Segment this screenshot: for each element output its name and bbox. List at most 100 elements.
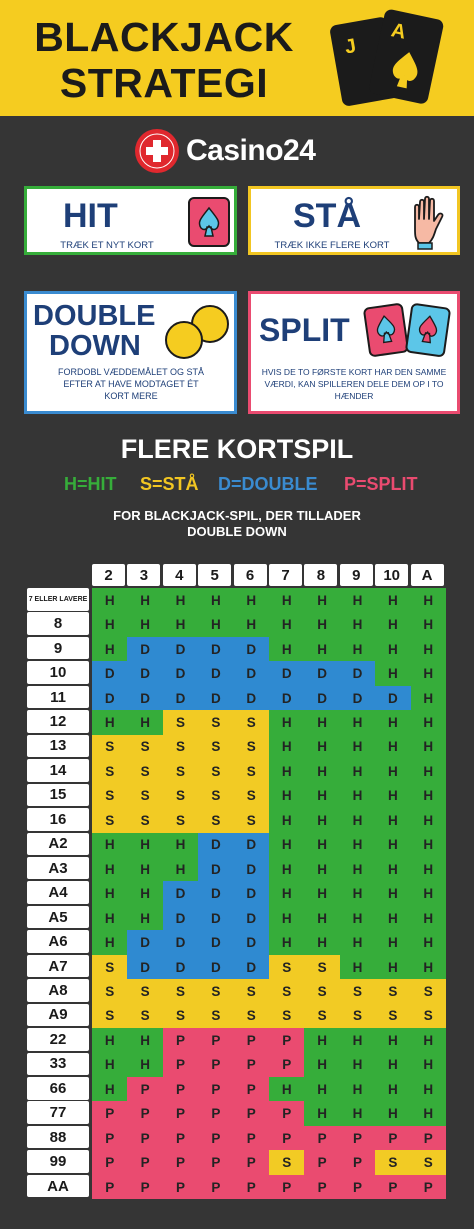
strategy-cell: P (233, 1174, 269, 1200)
strategy-cell: S (198, 734, 234, 760)
strategy-cell: H (375, 1052, 411, 1078)
strategy-cell: S (269, 1150, 305, 1175)
strategy-cell: P (198, 1101, 234, 1126)
stand-title: STÅ (293, 197, 361, 235)
strategy-cell: H (162, 832, 199, 857)
casino24-seal-icon (135, 129, 179, 173)
dealer-card-header: 10 (375, 564, 409, 586)
strategy-cell: H (92, 832, 128, 857)
stand-description: TRÆK IKKE FLERE KORT (274, 240, 390, 251)
strategy-cell: P (198, 1150, 234, 1175)
strategy-cell: S (162, 979, 199, 1004)
strategy-cell: H (375, 710, 411, 735)
strategy-cell: S (269, 954, 305, 980)
strategy-cell: P (198, 1125, 234, 1151)
strategy-cell: D (198, 661, 234, 686)
double-title-line1: DOUBLE (33, 300, 156, 332)
strategy-cell: H (92, 1028, 128, 1053)
split-description-line-3: HÆNDER (334, 391, 374, 401)
strategy-cell: H (410, 685, 446, 711)
strategy-cell: H (92, 710, 128, 735)
strategy-cell: H (92, 636, 128, 662)
strategy-cell: S (127, 759, 163, 784)
strategy-cell: P (233, 1028, 269, 1053)
strategy-cell: S (410, 1003, 446, 1029)
strategy-cell: D (233, 954, 269, 980)
strategy-cell: P (162, 1150, 199, 1175)
strategy-cell: H (304, 588, 340, 613)
player-hand-label: 77 (27, 1101, 89, 1124)
spade-card-icon (188, 197, 230, 247)
strategy-cell: S (339, 1003, 376, 1029)
header-banner: BLACKJACK STRATEGI J A (0, 0, 474, 116)
double-down-card: DOUBLE DOWN FORDOBL VÆDDEMÅLET OG STÅ EF… (24, 291, 237, 414)
strategy-cell: H (410, 881, 446, 906)
strategy-cell: H (269, 881, 305, 906)
strategy-cell: P (162, 1052, 199, 1078)
strategy-cell: H (410, 930, 446, 955)
strategy-cell: P (269, 1101, 305, 1126)
strategy-cell: H (339, 856, 376, 882)
strategy-cell: H (375, 856, 411, 882)
strategy-cell: P (92, 1150, 128, 1175)
strategy-cell: S (233, 710, 269, 735)
dealer-card-header: 2 (92, 564, 125, 586)
card-j-letter: J (343, 35, 358, 59)
strategy-cell: D (127, 930, 163, 955)
strategy-cell: H (304, 636, 340, 662)
strategy-cell: D (304, 661, 340, 686)
strategy-cell: S (92, 734, 128, 760)
strategy-cell: D (269, 661, 305, 686)
player-hand-label: 99 (27, 1150, 89, 1173)
strategy-cell: H (410, 710, 446, 735)
strategy-cell: H (127, 856, 163, 882)
strategy-cell: H (304, 783, 340, 809)
strategy-cell: H (410, 636, 446, 662)
strategy-cell: H (339, 759, 376, 784)
strategy-cell: D (162, 661, 199, 686)
strategy-cell: S (127, 808, 163, 833)
strategy-cell: H (304, 710, 340, 735)
strategy-cell: P (198, 1077, 234, 1102)
strategy-cell: P (304, 1150, 340, 1175)
strategy-cell: H (127, 1052, 163, 1078)
strategy-cell: H (375, 832, 411, 857)
strategy-cell: D (162, 881, 199, 906)
strategy-cell: H (410, 954, 446, 980)
player-hand-label: 16 (27, 808, 89, 831)
strategy-cell: D (198, 930, 234, 955)
strategy-cell: H (304, 612, 340, 637)
strategy-cell: P (162, 1174, 199, 1200)
strategy-cell: D (233, 636, 269, 662)
title-line-2: STRATEGI (59, 60, 269, 106)
subtitle-line-2: DOUBLE DOWN (187, 524, 287, 539)
strategy-cell: H (269, 832, 305, 857)
strategy-cell: H (410, 905, 446, 931)
strategy-cell: H (375, 881, 411, 906)
strategy-cell: H (339, 930, 376, 955)
double-description: FORDOBL VÆDDEMÅLET OG STÅ EFTER AT HAVE … (31, 366, 231, 402)
strategy-cell: P (233, 1101, 269, 1126)
double-description-line-1: FORDOBL VÆDDEMÅLET OG STÅ (57, 367, 205, 377)
strategy-cell: H (162, 588, 199, 613)
section-title: FLERE KORTSPIL (120, 434, 354, 464)
strategy-cell: D (127, 661, 163, 686)
strategy-cell: H (304, 1101, 340, 1126)
strategy-cell: H (410, 1077, 446, 1102)
strategy-cell: P (162, 1125, 199, 1151)
strategy-cell: H (269, 856, 305, 882)
strategy-cell: H (198, 612, 234, 637)
strategy-cell: S (92, 979, 128, 1004)
strategy-cell: S (162, 710, 199, 735)
strategy-cell: H (339, 1028, 376, 1053)
player-hand-label: 14 (27, 759, 89, 782)
strategy-cell: H (127, 881, 163, 906)
player-hand-label: A2 (27, 832, 89, 855)
strategy-cell: P (304, 1174, 340, 1200)
strategy-cell: H (269, 808, 305, 833)
strategy-cell: D (269, 685, 305, 711)
strategy-cell: S (92, 783, 128, 809)
strategy-cell: P (410, 1174, 446, 1200)
strategy-cell: H (198, 588, 234, 613)
strategy-cell: H (410, 612, 446, 637)
